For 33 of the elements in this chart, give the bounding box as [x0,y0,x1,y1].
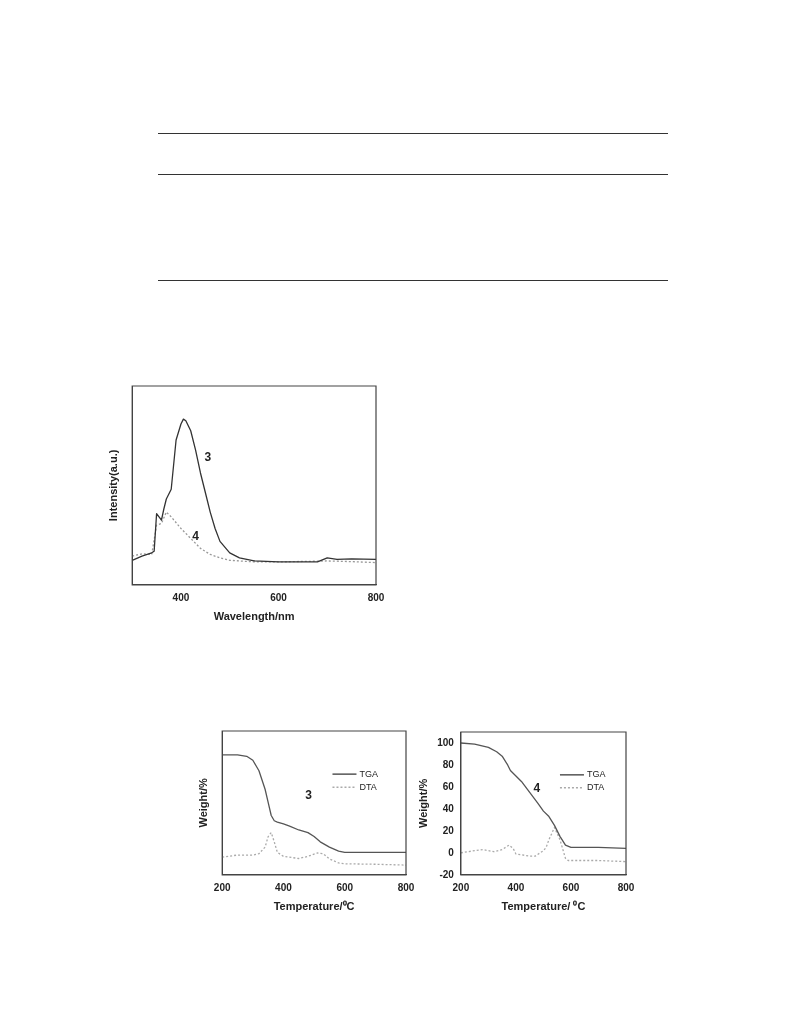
y-tick-label: 100 [437,736,455,748]
x-axis-title: Temperature/⁰C [273,900,355,913]
annotation: 4 [192,529,200,544]
annotation: 4 [533,781,541,796]
y-axis-title: Weight/% [196,778,209,828]
x-tick-label: 400 [507,881,525,893]
legend-label: TGA [359,768,378,779]
x-tick-label: 800 [397,881,415,893]
x-tick-label: 800 [617,881,635,893]
y-tick-label: 20 [442,824,455,836]
y-tick-label: 60 [442,780,455,792]
x-tick-label: 600 [562,881,580,893]
legend-label: TGA [586,769,606,780]
x-tick-label: 400 [172,591,190,603]
y-tick-label: 0 [448,846,455,858]
x-tick-label: 800 [367,591,385,603]
y-axis-title: Intensity(a.u.) [106,449,119,522]
annotation: 3 [204,449,212,464]
annotation: 3 [305,788,313,803]
x-tick-label: 600 [336,881,354,893]
x-tick-label: 200 [452,881,470,893]
x-tick-label: 200 [213,881,231,893]
x-tick-label: 400 [275,881,293,893]
y-tick-label: -20 [439,868,455,880]
y-tick-label: 80 [442,758,455,770]
line-series [460,826,626,863]
x-axis-title: Temperature/ ⁰C [501,900,586,913]
legend-label: DTA [586,782,605,793]
legend-label: DTA [359,781,377,792]
x-axis-title: Wavelength/nm [213,610,295,623]
x-tick-label: 600 [270,591,288,603]
y-axis-title: Weight/% [416,778,429,829]
y-tick-label: 40 [442,802,455,814]
